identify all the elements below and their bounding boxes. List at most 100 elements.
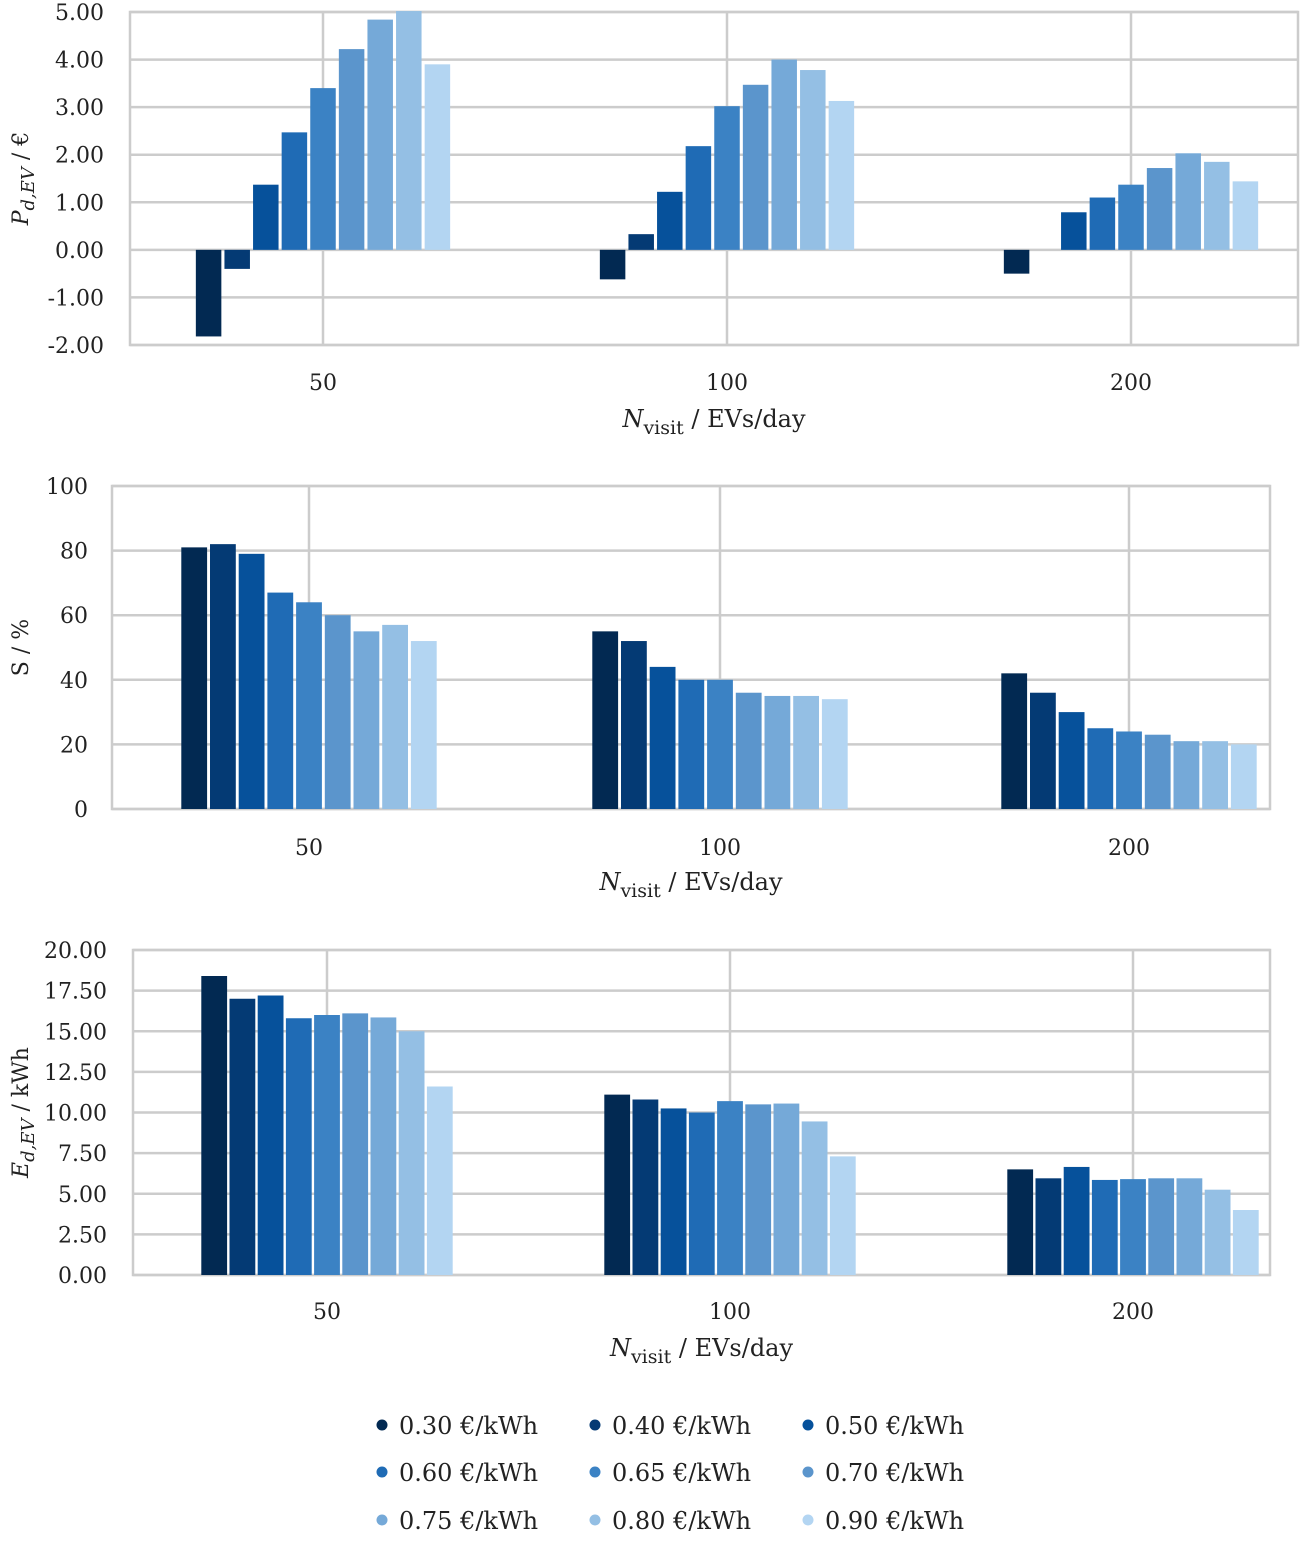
chart-panel-1: -2.00 -1.00 0.00 1.00 2.00 3.00 4.00 5.00 50 100 2…	[9, 1, 1300, 439]
bar-50-3	[253, 184, 279, 250]
legend-label: 0.30 €/kWh	[399, 1412, 538, 1440]
legend-label: 0.70 €/kWh	[825, 1459, 964, 1487]
bar-200-9	[1232, 1210, 1259, 1275]
bar-100-9	[821, 699, 848, 809]
legend: 0.30 €/kWh 0.40 €/kWh 0.50 €/kWh 0.60 €/kWh…	[376, 1412, 964, 1535]
bar-200-5	[1120, 1179, 1146, 1275]
bar-100-6	[742, 84, 769, 250]
legend-label: 0.90 €/kWh	[825, 1507, 964, 1535]
bar-100-6	[745, 1104, 772, 1275]
bar-100-2	[628, 234, 654, 250]
bar-200-5	[1118, 184, 1144, 250]
bar-50-1	[195, 249, 222, 337]
bar-200-8	[1204, 161, 1230, 250]
legend-label: 0.40 €/kWh	[612, 1412, 751, 1440]
legend-marker	[589, 1419, 601, 1431]
plot-frame	[128, 10, 1300, 347]
bar-100-8	[801, 1121, 828, 1275]
y-tick-label: 2.50	[58, 1223, 107, 1248]
bar-50-7	[367, 19, 393, 250]
y-tick-label: 60	[60, 604, 88, 629]
bar-100-2	[621, 641, 647, 809]
y-tick-label: 0	[74, 798, 88, 823]
bar-50-2	[229, 998, 256, 1275]
bar-50-6	[324, 615, 351, 809]
bar-200-6	[1146, 168, 1173, 250]
y-tick-label: 10.00	[44, 1102, 107, 1127]
bar-50-2	[210, 544, 236, 809]
y-axis-label: S / %	[9, 619, 34, 676]
bar-100-3	[660, 1108, 687, 1275]
bar-200-6	[1148, 1178, 1175, 1275]
legend-marker	[376, 1466, 388, 1478]
y-tick-label: 2.00	[55, 144, 104, 169]
y-tick-label: 15.00	[44, 1020, 107, 1045]
bar-50-6	[342, 1013, 369, 1275]
legend-marker	[802, 1514, 814, 1526]
bar-200-7	[1175, 153, 1201, 250]
bar-200-1	[1001, 673, 1028, 809]
x-tick-label: 200	[1110, 371, 1152, 396]
bar-100-7	[773, 1103, 800, 1275]
y-tick-label: 40	[60, 669, 88, 694]
bar-100-7	[764, 695, 791, 809]
bar-50-8	[382, 624, 408, 809]
x-axis-label: Nvisit / EVs/day	[609, 1334, 794, 1368]
bar-200-7	[1176, 1178, 1203, 1275]
y-tick-label: 4.00	[55, 49, 104, 74]
y-axis-label: Pd,EV / €	[9, 132, 39, 227]
legend-marker	[376, 1419, 388, 1431]
x-tick-label: 200	[1108, 836, 1150, 861]
legend-label: 0.65 €/kWh	[612, 1459, 751, 1487]
y-tick-label: 5.00	[58, 1183, 107, 1208]
bar-100-3	[657, 191, 683, 250]
bar-50-9	[410, 641, 437, 809]
bar-50-5	[314, 1015, 340, 1275]
bar-100-6	[735, 692, 762, 809]
bar-100-4	[688, 1112, 715, 1275]
x-tick-label: 100	[709, 1300, 751, 1325]
bar-50-3	[238, 553, 265, 809]
bar-200-3	[1058, 712, 1085, 809]
bar-100-8	[800, 70, 826, 250]
bar-50-2	[224, 249, 250, 269]
bar-200-4	[1089, 197, 1116, 250]
legend-label: 0.75 €/kWh	[399, 1507, 538, 1535]
bar-50-9	[426, 1086, 453, 1275]
bar-50-8	[396, 11, 422, 250]
bar-200-2	[1035, 1178, 1062, 1275]
y-tick-label: 3.00	[55, 96, 104, 121]
bar-50-1	[181, 547, 208, 809]
bar-100-1	[599, 249, 626, 280]
bar-50-4	[267, 592, 294, 809]
legend-label: 0.50 €/kWh	[825, 1412, 964, 1440]
legend-marker	[802, 1466, 814, 1478]
bar-50-5	[310, 88, 336, 250]
bar-100-8	[793, 695, 819, 809]
x-axis-label: Nvisit / EVs/day	[621, 405, 806, 439]
y-tick-label: 12.50	[44, 1061, 107, 1086]
y-tick-label: 0.00	[55, 239, 104, 264]
bar-100-5	[717, 1101, 743, 1275]
y-tick-label: 100	[46, 475, 88, 500]
legend-label: 0.80 €/kWh	[612, 1507, 751, 1535]
bar-100-9	[829, 1156, 856, 1275]
chart-panel-2: 0 20 40 60 80 100 50 100 200 Nvisit / EVs/day S / …	[9, 475, 1272, 902]
bar-200-9	[1232, 181, 1259, 250]
bar-50-4	[285, 1018, 312, 1275]
bar-50-3	[257, 995, 284, 1275]
y-tick-label: 1.00	[55, 191, 104, 216]
bar-50-9	[424, 64, 451, 250]
y-tick-label: 20	[60, 733, 88, 758]
y-tick-label: 80	[60, 540, 88, 565]
x-tick-label: 100	[699, 836, 741, 861]
legend-marker	[589, 1466, 601, 1478]
y-tick-label: 20.00	[44, 939, 107, 964]
x-tick-label: 100	[706, 371, 748, 396]
bar-50-5	[296, 602, 322, 809]
bar-200-7	[1173, 741, 1200, 809]
x-axis-label: Nvisit / EVs/day	[598, 868, 783, 902]
bar-50-6	[338, 49, 365, 250]
bar-200-8	[1204, 1189, 1231, 1275]
